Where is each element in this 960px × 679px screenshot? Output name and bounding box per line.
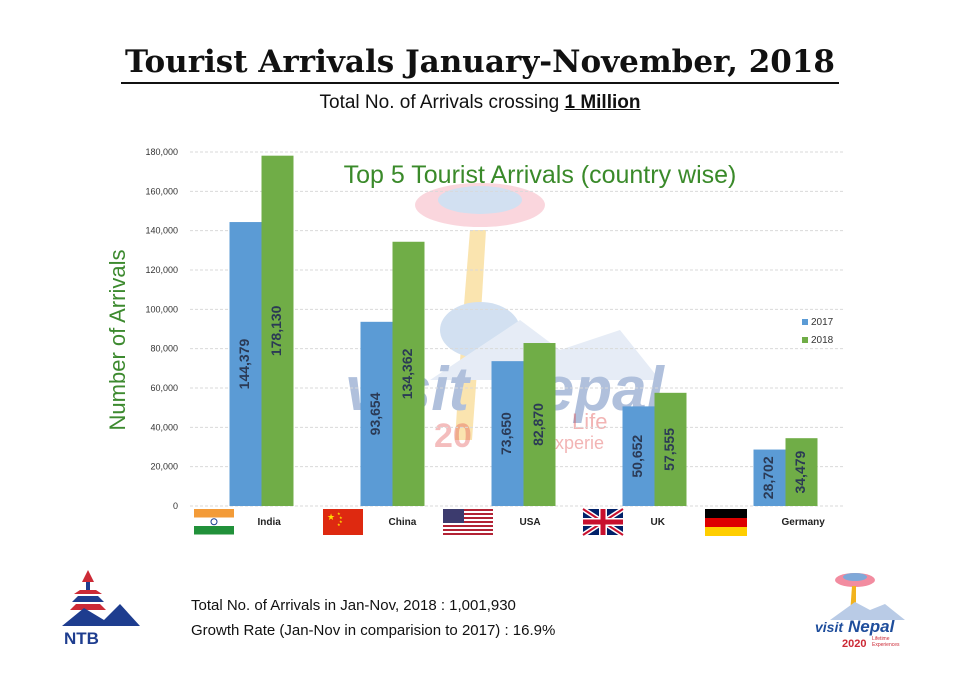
x-category-label: Germany [782, 517, 826, 528]
watermark-text-year: 20 [434, 417, 472, 455]
y-tick-label: 0 [173, 501, 178, 511]
bar-uk-2018 [654, 392, 687, 506]
chart-legend: 2017 2018 [802, 317, 834, 346]
x-axis-categories: India China USA UK Germany [258, 517, 826, 528]
y-axis-label: Number of Arrivals [105, 250, 130, 431]
x-category-label: USA [520, 517, 541, 528]
subtitle-emphasis: 1 Million [564, 92, 641, 113]
y-tick-label: 20,000 [150, 462, 178, 472]
usa-flag-icon [443, 509, 493, 535]
ntb-logo-text: NTB [64, 629, 99, 648]
bar-usa-2017 [491, 361, 524, 506]
x-category-label: UK [651, 517, 666, 528]
legend-swatch-2017 [802, 319, 808, 325]
visit-nepal-2020-logo-icon: visit Nepal 2020 Lifetime Experiences [815, 573, 905, 650]
y-axis-ticks: 0 20,000 40,000 60,000 80,000 100,000 120,000 1… [145, 147, 178, 511]
watermark-text-experiences: Experie [543, 433, 604, 453]
watermark-text-life: Life [572, 409, 607, 434]
footer-total-arrivals: Total No. of Arrivals in Jan-Nov, 2018 :… [191, 597, 516, 614]
bar-china-2017 [360, 321, 393, 506]
legend-label-2017: 2017 [811, 317, 834, 328]
bar-value-label: 28,702 [760, 456, 776, 499]
page-title-text: Tourist Arrivals January-November, 2018 [120, 44, 840, 84]
page-subtitle: Total No. of Arrivals crossing 1 Million [0, 92, 960, 114]
subtitle-prefix: Total No. of Arrivals crossing [319, 92, 565, 113]
legend-label-2018: 2018 [811, 335, 834, 346]
chart-bars [229, 155, 818, 506]
germany-flag-icon [705, 509, 747, 536]
y-tick-label: 80,000 [150, 344, 178, 354]
x-category-label: India [258, 517, 282, 528]
y-tick-label: 40,000 [150, 422, 178, 432]
bar-china-2018 [392, 241, 425, 506]
bar-value-label: 144,379 [236, 339, 252, 390]
bar-value-label: 57,555 [661, 428, 677, 471]
china-flag-icon: ★ ★ ★ ★ ★ [323, 509, 363, 535]
y-tick-label: 160,000 [145, 186, 178, 196]
bar-value-label: 73,650 [498, 412, 514, 455]
chart-bar-labels: 144,379 178,130 93,654 134,362 73,650 82,870 5… [236, 305, 808, 499]
bar-value-label: 134,362 [399, 348, 415, 399]
svg-text:★: ★ [339, 519, 343, 524]
bar-value-label: 178,130 [268, 305, 284, 356]
footer-growth-rate: Growth Rate (Jan-Nov in comparision to 2… [191, 622, 556, 639]
logo-right-lifetime: Lifetime [872, 636, 890, 642]
logo-right-nepal: Nepal [848, 617, 896, 636]
bar-value-label: 34,479 [792, 450, 808, 493]
y-tick-label: 140,000 [145, 226, 178, 236]
bar-germany-2018 [785, 438, 818, 506]
bar-value-label: 82,870 [530, 403, 546, 446]
logo-right-year: 2020 [842, 638, 866, 650]
y-tick-label: 120,000 [145, 265, 178, 275]
bar-value-label: 50,652 [629, 435, 645, 478]
svg-text:★: ★ [339, 515, 343, 520]
bar-india-2017 [229, 222, 262, 506]
svg-text:★: ★ [337, 522, 341, 527]
bar-uk-2017 [622, 406, 655, 506]
footer-stats: Total No. of Arrivals in Jan-Nov, 2018 :… [191, 593, 555, 643]
logo-right-visit: visit [815, 619, 844, 635]
bar-germany-2017 [753, 449, 786, 506]
chart-inner-title: Top 5 Tourist Arrivals (country wise) [344, 161, 737, 189]
india-flag-icon [194, 509, 234, 535]
y-tick-label: 100,000 [145, 304, 178, 314]
y-tick-label: 180,000 [145, 147, 178, 157]
x-category-label: China [389, 517, 417, 528]
svg-text:★: ★ [327, 512, 335, 522]
legend-swatch-2018 [802, 337, 808, 343]
bar-usa-2018 [523, 343, 556, 506]
logo-right-experiences: Experiences [872, 642, 900, 648]
svg-text:★: ★ [337, 511, 341, 516]
uk-flag-icon [581, 506, 625, 538]
bar-india-2018 [261, 155, 294, 506]
bar-value-label: 93,654 [367, 392, 383, 435]
page-title: Tourist Arrivals January-November, 2018 [0, 44, 960, 84]
ntb-logo-icon: NTB [62, 570, 140, 648]
y-tick-label: 60,000 [150, 383, 178, 393]
